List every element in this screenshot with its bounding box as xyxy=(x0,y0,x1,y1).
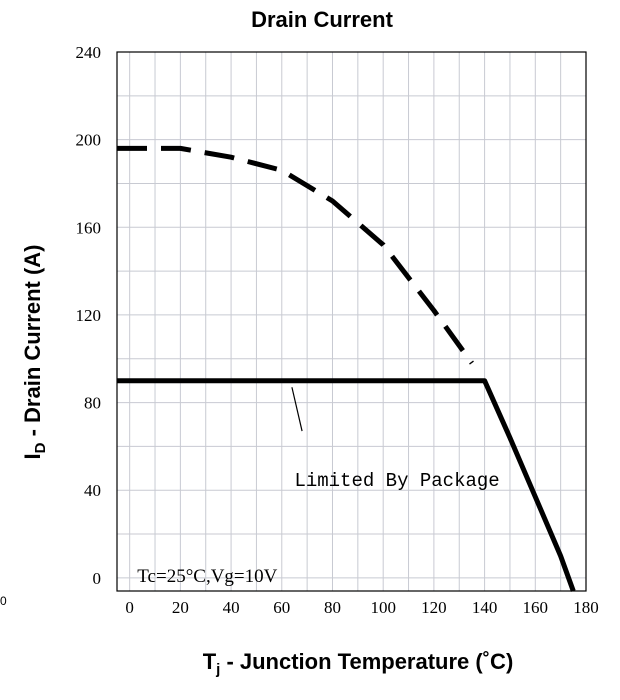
series-layer xyxy=(117,145,576,592)
x-tick-label: 80 xyxy=(324,598,341,617)
y-tick-label: 0 xyxy=(93,569,102,588)
x-label-subscript: j xyxy=(215,661,220,678)
y-label-prefix: I xyxy=(20,453,45,459)
annotation-limited-by-package: Limited By Package xyxy=(294,470,499,492)
x-tick-label: 120 xyxy=(421,598,447,617)
annotation-test-conditions: Tc=25°C,Vg=10V xyxy=(137,566,277,587)
y-tick-label: 240 xyxy=(76,43,102,62)
y-axis-label: ID - Drain Current (A) xyxy=(20,245,49,460)
y-tick-label: 200 xyxy=(76,131,102,150)
y-label-subscript: D xyxy=(32,442,49,453)
y-tick-label: 120 xyxy=(76,306,102,325)
y-tick-label: 80 xyxy=(84,394,101,413)
x-tick-label: 40 xyxy=(223,598,240,617)
x-tick-label: 20 xyxy=(172,598,189,617)
y-label-suffix: - Drain Current (A) xyxy=(20,245,45,443)
x-tick-labels: 0 20 40 60 80 100 120 140 160 180 xyxy=(125,598,598,617)
y-tick-labels: 0 40 80 120 160 200 240 xyxy=(76,43,102,588)
annotation-pointer xyxy=(291,387,303,432)
x-axis-label: Tj - Junction Temperature (˚C) xyxy=(203,649,514,678)
x-tick-label: 160 xyxy=(523,598,549,617)
annotation-layer: Limited By Package Tc=25°C,Vg=10V xyxy=(137,387,500,587)
x-tick-label: 140 xyxy=(472,598,498,617)
chart-title: Drain Current xyxy=(251,7,393,32)
y-tick-label: 40 xyxy=(84,481,101,500)
stray-zero-label: 0 xyxy=(0,594,7,608)
x-tick-label: 100 xyxy=(370,598,396,617)
series-line-solid xyxy=(117,378,576,592)
plot-frame xyxy=(116,51,587,592)
x-tick-label: 0 xyxy=(125,598,134,617)
grid xyxy=(117,52,586,591)
x-label-prefix: T xyxy=(203,649,217,674)
x-label-suffix: - Junction Temperature (˚C) xyxy=(220,649,513,674)
x-tick-label: 60 xyxy=(273,598,290,617)
x-tick-label: 180 xyxy=(573,598,599,617)
y-tick-label: 160 xyxy=(76,218,102,237)
series-line-dashed xyxy=(117,145,474,365)
